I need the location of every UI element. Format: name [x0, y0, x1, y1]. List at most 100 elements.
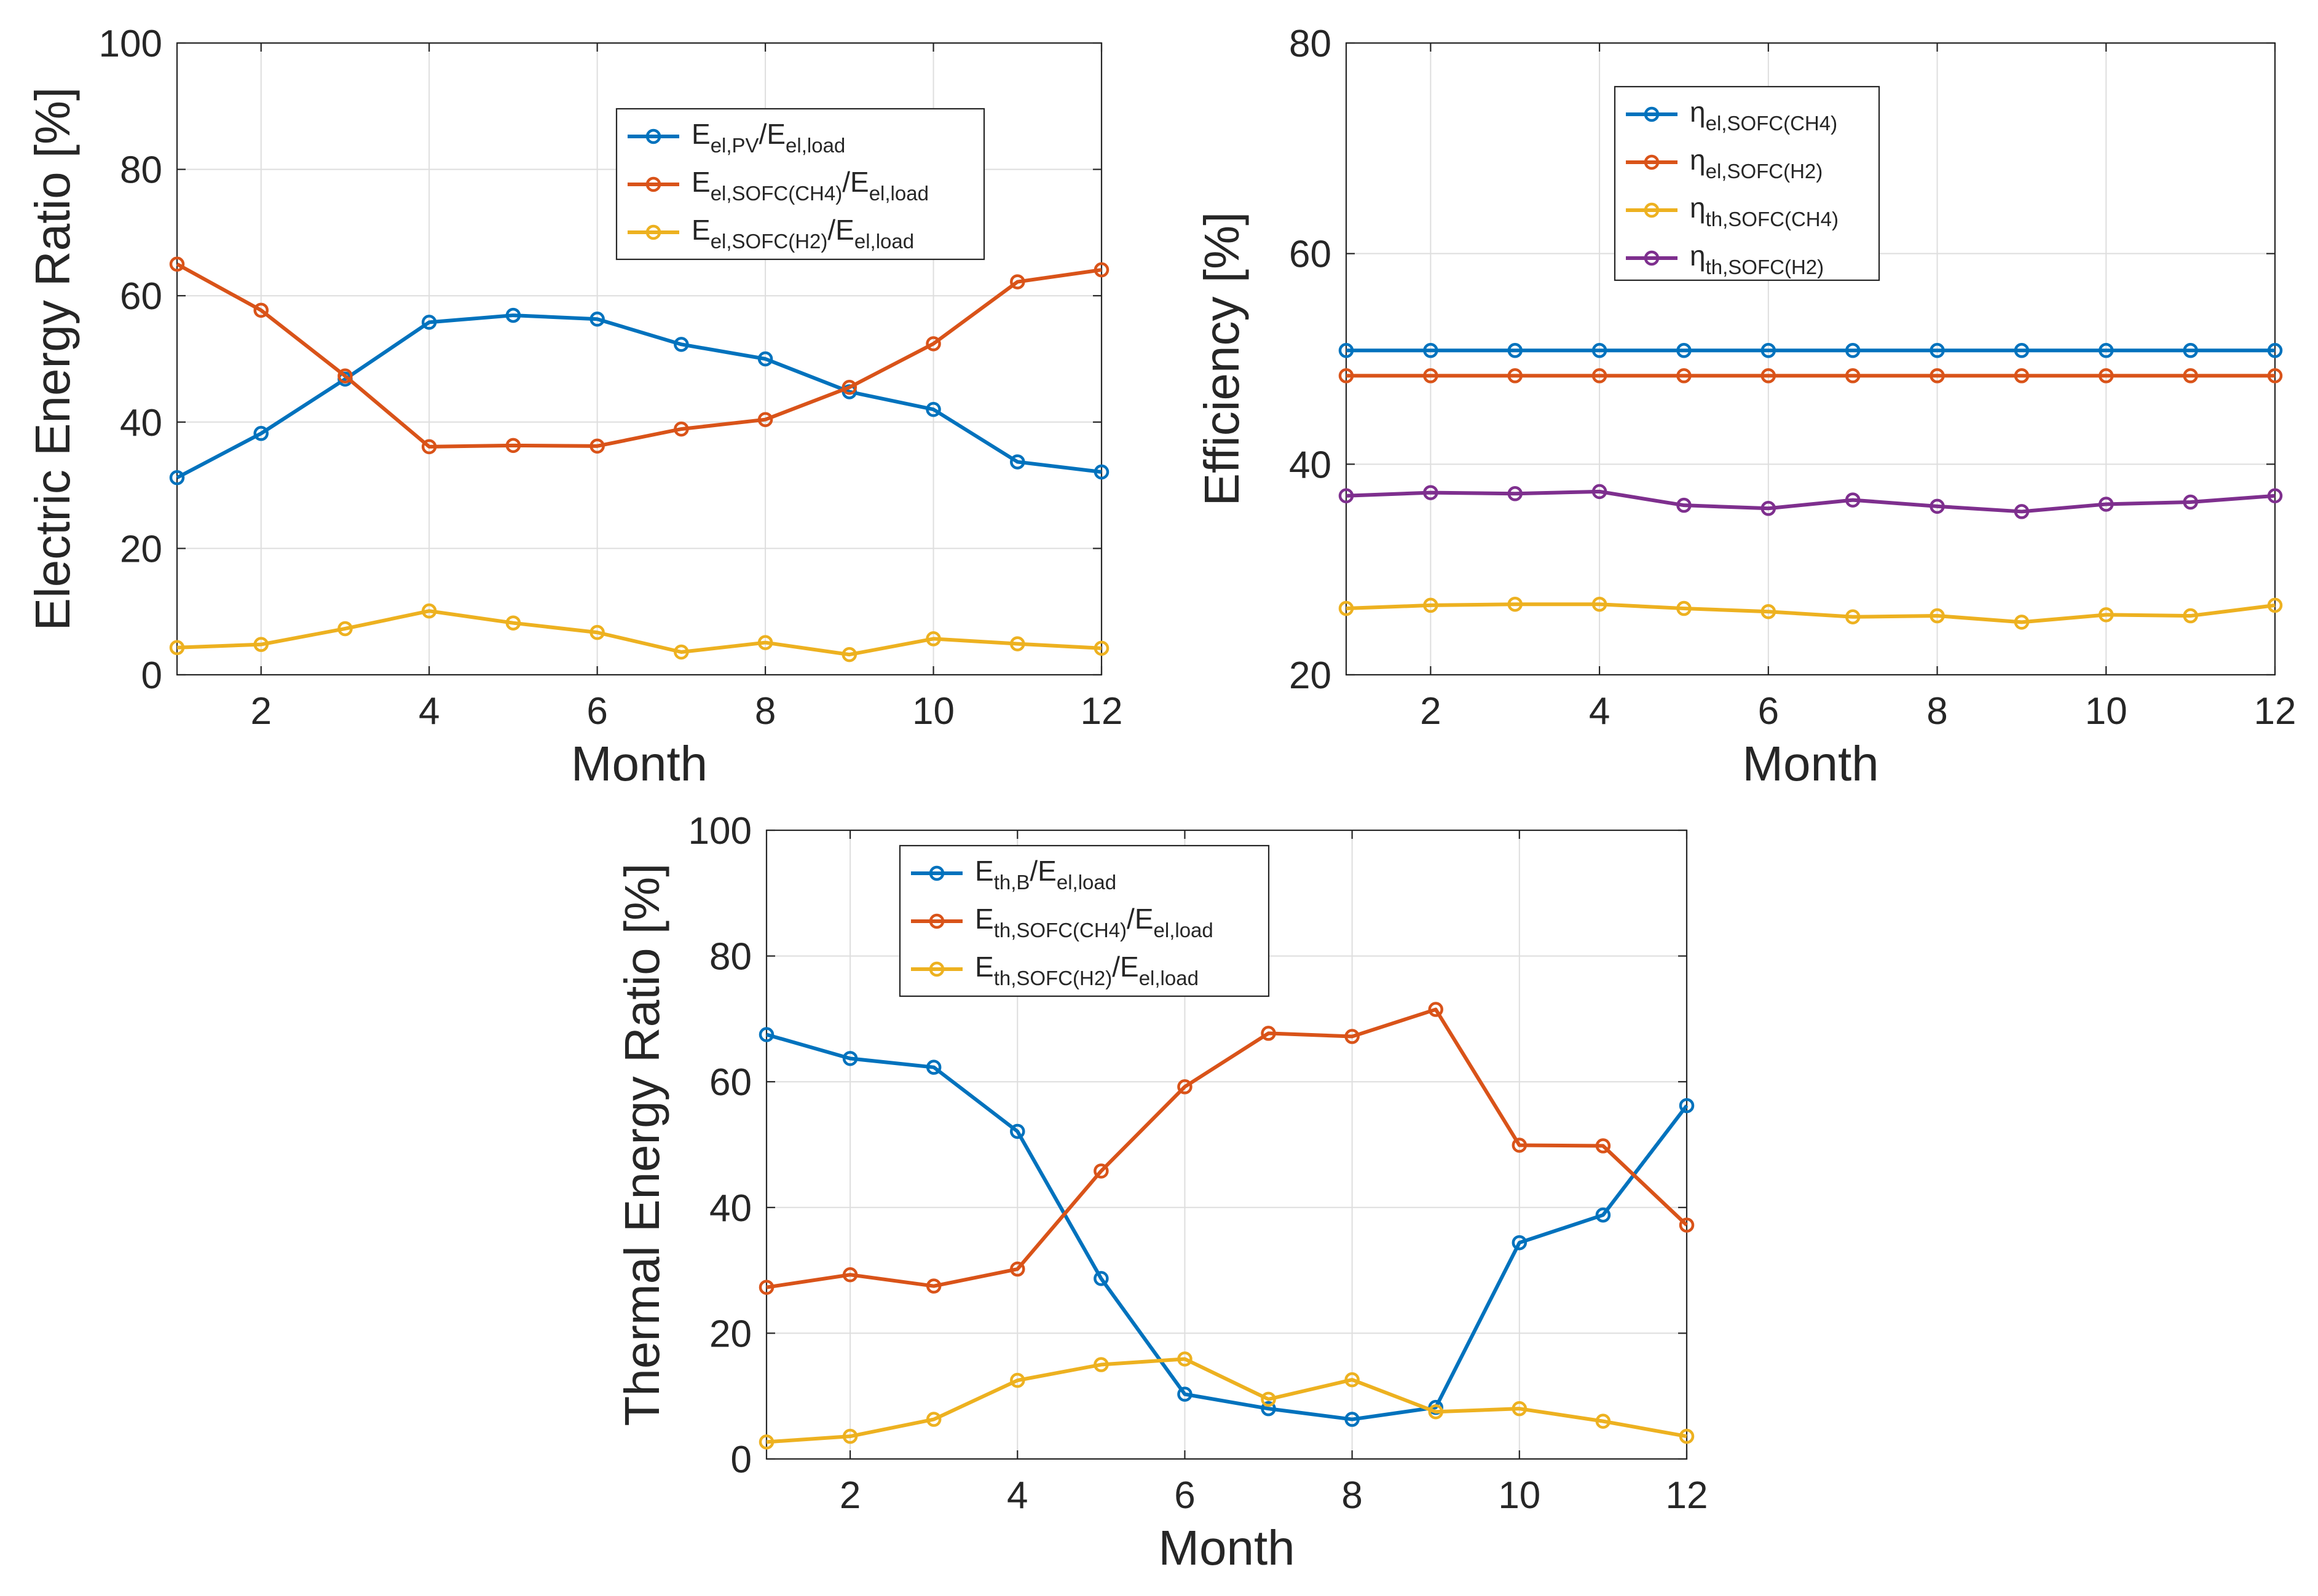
- data-point-purple: [2099, 497, 2114, 512]
- data-point-orange: [1338, 368, 1354, 383]
- legend-symbol: /E: [759, 118, 786, 150]
- data-point-orange: [1760, 368, 1776, 383]
- legend-symbol: η: [1690, 96, 1706, 128]
- data-point-yellow: [757, 635, 773, 650]
- data-point-blue: [1507, 343, 1523, 358]
- x-tick-label: 12: [1081, 690, 1123, 733]
- legend-entry-label: Eel,SOFC(CH4)/Eel,load: [692, 166, 929, 205]
- legend-symbol: /E: [1112, 951, 1138, 983]
- x-axis-label: Month: [571, 736, 708, 791]
- legend-subscript: el,SOFC(H2): [1706, 160, 1823, 183]
- data-point-purple: [1338, 488, 1354, 503]
- data-point-blue: [1679, 1098, 1695, 1114]
- legend-swatch-marker: [1644, 250, 1660, 266]
- data-point-orange: [1512, 1138, 1528, 1153]
- data-point-yellow: [1010, 636, 1025, 651]
- data-point-yellow: [1760, 603, 1776, 619]
- legend-swatch-marker: [1644, 154, 1660, 170]
- data-point-orange: [1428, 1002, 1443, 1017]
- x-tick-label: 4: [1007, 1474, 1028, 1517]
- data-point-yellow: [1591, 596, 1607, 612]
- data-point-yellow: [926, 631, 941, 647]
- legend-subscript: el,load: [869, 182, 929, 205]
- legend-subscript: el,load: [786, 134, 845, 157]
- legend-entry-label: ηth,SOFC(CH4): [1690, 192, 1839, 230]
- y-tick-label: 100: [688, 810, 752, 852]
- data-point-orange: [1845, 368, 1861, 383]
- data-point-orange: [1344, 1029, 1360, 1044]
- data-point-yellow: [1423, 597, 1438, 613]
- y-tick-label: 40: [1289, 444, 1331, 486]
- data-point-blue: [2183, 343, 2198, 358]
- data-point-yellow: [2099, 607, 2114, 623]
- x-tick-label: 12: [1666, 1474, 1708, 1517]
- data-point-blue: [589, 311, 605, 327]
- data-point-blue: [1177, 1386, 1193, 1402]
- data-point-purple: [1676, 497, 1692, 513]
- legend-subscript: th,B: [994, 871, 1030, 894]
- x-tick-label: 12: [2254, 690, 2296, 733]
- data-point-yellow: [589, 624, 605, 640]
- legend-subscript: th,SOFC(H2): [1706, 256, 1824, 278]
- data-point-purple: [1930, 498, 1945, 514]
- legend: Eel,PV/Eel,loadEel,SOFC(CH4)/Eel,loadEel…: [615, 108, 985, 261]
- data-point-orange: [1679, 1217, 1695, 1233]
- y-tick-label: 80: [120, 149, 162, 192]
- data-point-yellow: [1930, 608, 1945, 624]
- legend-subscript: el,load: [1057, 871, 1116, 894]
- data-point-blue: [421, 315, 437, 330]
- y-tick-label: 20: [120, 528, 162, 570]
- y-tick-label: 0: [141, 655, 162, 697]
- legend-symbol: /E: [827, 214, 854, 246]
- data-point-blue: [2267, 343, 2283, 358]
- legend: Eth,B/Eel,loadEth,SOFC(CH4)/Eel,loadEth,…: [899, 844, 1270, 997]
- legend-entry-label: Eth,B/Eel,load: [975, 855, 1116, 894]
- data-point-yellow: [1261, 1391, 1276, 1407]
- data-point-purple: [2267, 488, 2283, 503]
- legend-entry-label: ηth,SOFC(H2): [1690, 240, 1824, 278]
- series-line-yellow: [176, 609, 1102, 657]
- y-tick-label: 80: [709, 936, 752, 978]
- data-point-orange: [1676, 368, 1692, 383]
- data-point-blue: [2014, 343, 2030, 358]
- data-point-yellow: [759, 1434, 775, 1450]
- legend-subscript: el,SOFC(CH4): [1706, 112, 1838, 135]
- data-point-purple: [2183, 494, 2198, 510]
- series-line-orange: [176, 262, 1102, 449]
- data-point-purple: [1507, 486, 1523, 501]
- y-tick-label: 60: [709, 1061, 752, 1104]
- data-point-blue: [1094, 464, 1110, 480]
- legend-subscript: el,SOFC(CH4): [711, 182, 843, 205]
- data-point-yellow: [2183, 608, 2198, 624]
- data-point-orange: [421, 439, 437, 455]
- data-point-yellow: [1845, 609, 1861, 625]
- legend-subscript: el,load: [854, 230, 914, 253]
- legend-subscript: th,SOFC(H2): [994, 967, 1113, 989]
- series-line-blue: [766, 1032, 1689, 1421]
- data-point-orange: [759, 1280, 775, 1295]
- data-point-yellow: [337, 621, 353, 637]
- legend-entry-label: ηel,SOFC(H2): [1690, 144, 1823, 183]
- data-point-yellow: [169, 640, 185, 656]
- legend-symbol: η: [1690, 144, 1706, 176]
- data-point-purple: [1760, 501, 1776, 516]
- data-point-blue: [1261, 1401, 1276, 1417]
- data-point-orange: [842, 380, 857, 395]
- data-point-yellow: [926, 1412, 942, 1427]
- plot-area-frame: [765, 829, 1688, 1460]
- legend-entry-label: ηel,SOFC(CH4): [1690, 96, 1837, 135]
- x-axis-label: Month: [1742, 736, 1878, 791]
- series-line-blue: [176, 313, 1102, 479]
- x-tick-label: 6: [586, 690, 607, 733]
- legend-symbol: E: [975, 951, 994, 983]
- legend-subscript: el,SOFC(H2): [711, 230, 828, 253]
- data-point-orange: [1094, 262, 1110, 278]
- electric-energy-ratio-chart: 2 4 6 8 10 12 0 20 40 60 80 100 Month Electric Energy…: [25, 23, 1122, 791]
- legend-subscript: th,SOFC(CH4): [994, 919, 1127, 941]
- x-tick-label: 10: [2085, 690, 2127, 733]
- legend-symbol: E: [975, 855, 994, 887]
- data-point-orange: [2267, 368, 2283, 383]
- plot-area-frame: [1345, 42, 2276, 676]
- data-point-yellow: [1344, 1372, 1360, 1388]
- data-point-orange: [2014, 368, 2030, 383]
